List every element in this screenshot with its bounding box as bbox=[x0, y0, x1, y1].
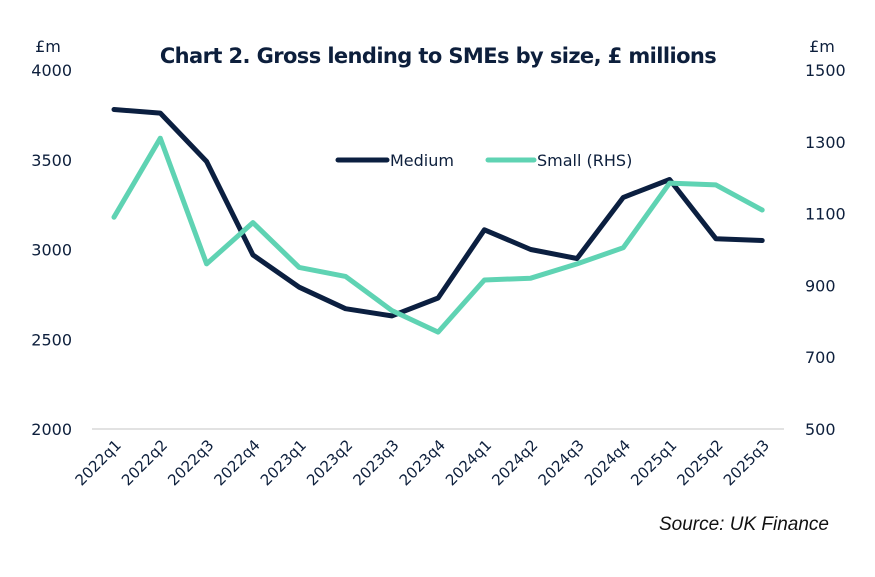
x-tick-label: 2025q3 bbox=[720, 436, 773, 489]
legend: Medium Small (RHS) bbox=[335, 151, 632, 170]
x-tick-label: 2023q1 bbox=[257, 436, 310, 489]
left-axis-unit: £m bbox=[35, 37, 61, 56]
x-tick-label: 2022q1 bbox=[72, 436, 125, 489]
right-tick-label: 1100 bbox=[805, 205, 846, 224]
right-tick-label: 1500 bbox=[805, 61, 846, 80]
x-tick-label: 2023q3 bbox=[349, 436, 402, 489]
x-tick-label: 2025q1 bbox=[627, 436, 680, 489]
left-tick-label: 4000 bbox=[31, 61, 72, 80]
right-tick-label: 700 bbox=[805, 348, 836, 367]
series-line-medium bbox=[111, 107, 765, 319]
left-tick-label: 3500 bbox=[31, 151, 72, 170]
x-tick-label: 2024q2 bbox=[488, 436, 541, 489]
series-layer bbox=[111, 107, 765, 335]
x-tick-label: 2025q2 bbox=[674, 436, 727, 489]
left-axis-ticks: 4000 3500 3000 2500 2000 bbox=[31, 61, 72, 439]
left-tick-label: 2000 bbox=[31, 420, 72, 439]
x-tick-label: 2024q4 bbox=[581, 436, 634, 489]
x-tick-label: 2023q2 bbox=[303, 436, 356, 489]
left-tick-label: 2500 bbox=[31, 330, 72, 349]
left-tick-label: 3000 bbox=[31, 241, 72, 260]
x-axis-ticks: 2022q12022q22022q32022q42023q12023q22023… bbox=[72, 436, 773, 489]
right-tick-label: 1300 bbox=[805, 133, 846, 152]
legend-label-small: Small (RHS) bbox=[537, 151, 632, 170]
source-note: Source: UK Finance bbox=[659, 514, 829, 535]
series-line-small bbox=[111, 135, 765, 335]
x-tick-label: 2023q4 bbox=[396, 436, 449, 489]
right-axis-ticks: 1500 1300 1100 900 700 500 bbox=[805, 61, 846, 439]
x-tick-label: 2024q3 bbox=[535, 436, 588, 489]
right-axis-unit: £m bbox=[809, 37, 835, 56]
legend-label-medium: Medium bbox=[390, 151, 454, 170]
x-tick-label: 2024q1 bbox=[442, 436, 495, 489]
right-tick-label: 900 bbox=[805, 276, 836, 295]
x-tick-label: 2022q3 bbox=[164, 436, 217, 489]
chart-title: Chart 2. Gross lending to SMEs by size, … bbox=[160, 44, 716, 68]
x-tick-label: 2022q2 bbox=[118, 436, 171, 489]
right-tick-label: 500 bbox=[805, 420, 836, 439]
x-tick-label: 2022q4 bbox=[211, 436, 264, 489]
